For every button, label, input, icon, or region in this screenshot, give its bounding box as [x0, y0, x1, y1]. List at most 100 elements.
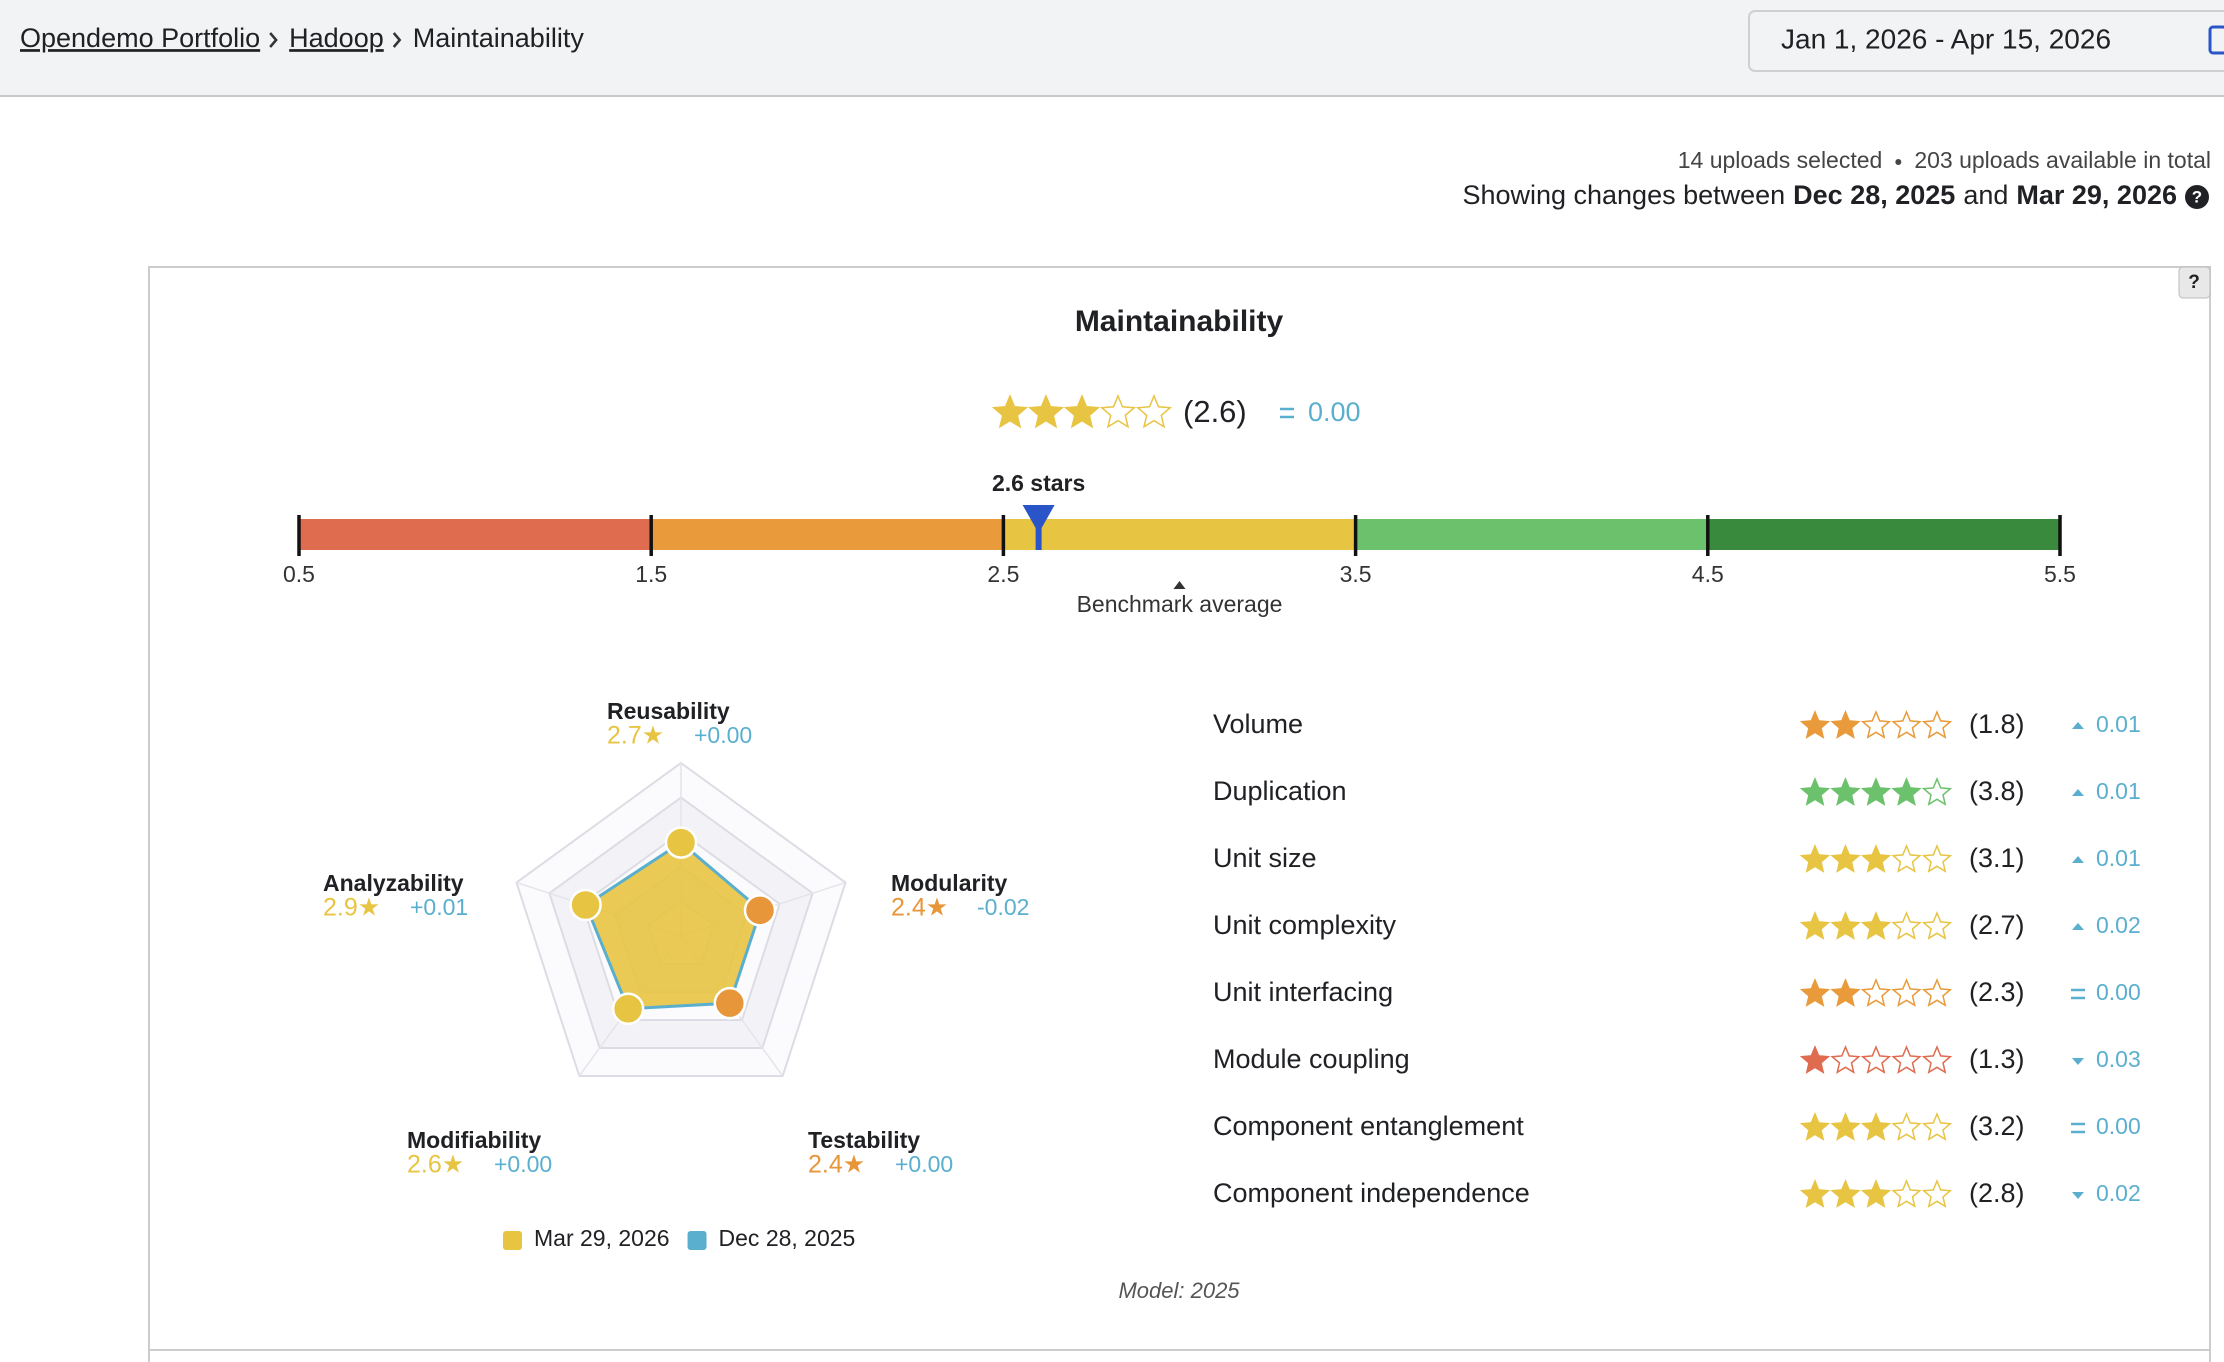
overall-rating: (2.6) — [1183, 394, 1247, 429]
star-empty — [1860, 1045, 1892, 1074]
radar-delta-label: +0.00 — [694, 722, 752, 748]
star-empty — [1099, 394, 1137, 429]
star-filled — [991, 394, 1029, 429]
star-empty — [1921, 1179, 1953, 1208]
scale-tick-label: 0.5 — [283, 561, 315, 587]
metric-rating: (2.7) — [1969, 910, 2025, 940]
star-filled — [1860, 1179, 1892, 1208]
metric-rating: (1.3) — [1969, 1044, 2025, 1074]
star-empty — [1830, 1045, 1861, 1074]
metric-rating: (3.2) — [1969, 1111, 2025, 1141]
radar-value-label: 2.7★ — [607, 722, 664, 750]
star-empty — [1891, 1112, 1922, 1141]
star-filled — [1830, 777, 1861, 806]
metric-name: Unit size — [1213, 843, 1317, 873]
star-filled — [1830, 710, 1861, 739]
star-empty — [1891, 844, 1922, 873]
radar-point — [743, 894, 777, 927]
calendar-icon[interactable] — [2208, 25, 2224, 55]
date-range[interactable]: Jan 1, 2026 - Apr 15, 2026 — [1781, 23, 2111, 54]
showing-part: and — [1963, 180, 2008, 210]
panel — [148, 266, 2211, 1362]
date-range-picker[interactable] — [1748, 10, 2224, 72]
star-empty — [1891, 1045, 1922, 1074]
metric-name: Component entanglement — [1213, 1111, 1524, 1141]
star-filled — [1830, 844, 1861, 873]
breadcrumb-link[interactable]: Hadoop — [289, 23, 384, 53]
breadcrumb-link[interactable]: Opendemo Portfolio — [20, 23, 260, 53]
metric-delta: 0.00 — [2096, 979, 2141, 1005]
star-filled — [1799, 911, 1831, 940]
legend-swatch — [503, 1231, 522, 1250]
scale-band — [1355, 519, 1708, 550]
separator-dot — [1895, 159, 1902, 165]
radar-delta-label: +0.01 — [410, 894, 468, 920]
star-filled — [1830, 978, 1861, 1007]
radar-delta-label: +0.00 — [895, 1151, 953, 1177]
panel-title: Maintainability — [1075, 305, 1284, 338]
radar-point — [713, 986, 747, 1020]
star-filled — [1860, 911, 1892, 940]
star-filled — [1860, 777, 1892, 806]
radar-value-label: 2.4★ — [808, 1151, 865, 1179]
star-filled — [1830, 1179, 1861, 1208]
star-empty — [1891, 710, 1922, 739]
radar-value-label: 2.6★ — [407, 1151, 464, 1179]
radar-point — [611, 992, 645, 1026]
showing-part: Showing changes between — [1462, 180, 1785, 210]
metric-rating: (3.1) — [1969, 843, 2025, 873]
benchmark-label: Benchmark average — [1077, 591, 1283, 617]
radar-axis-label: Testability — [808, 1127, 920, 1153]
legend-swatch — [687, 1231, 707, 1250]
star-empty — [1891, 911, 1922, 940]
benchmark-marker — [1173, 581, 1186, 589]
trend-down — [2072, 1058, 2084, 1065]
rating-marker — [1022, 505, 1055, 550]
metric-delta: 0.03 — [2096, 1046, 2141, 1072]
help-tab-text[interactable]: ? — [2188, 272, 2200, 293]
help-tab[interactable] — [2178, 266, 2211, 299]
star-filled — [1799, 777, 1831, 806]
legend-label: Dec 28, 2025 — [719, 1225, 856, 1251]
metric-name: Component independence — [1213, 1178, 1530, 1208]
radar-value-label: 2.9★ — [323, 894, 380, 922]
uploads-selected: 14 uploads selected — [1678, 147, 1883, 173]
metric-delta: 0.02 — [2096, 1180, 2141, 1206]
star-filled — [1830, 1112, 1861, 1141]
metric-name: Volume — [1213, 709, 1303, 739]
star-empty — [1921, 710, 1953, 739]
trend-up — [2072, 923, 2084, 930]
star-empty — [1921, 777, 1953, 806]
star-filled — [1799, 1045, 1831, 1074]
model-label: Model: 2025 — [1118, 1278, 1240, 1303]
help-icon-text[interactable]: ? — [2192, 187, 2202, 206]
star-filled — [1891, 777, 1922, 806]
scale-band — [299, 519, 652, 550]
help-icon[interactable] — [2185, 185, 2209, 209]
star-filled — [1799, 1112, 1831, 1141]
metric-name: Module coupling — [1213, 1044, 1410, 1074]
star-empty — [1891, 978, 1922, 1007]
breadcrumb-chevron — [269, 32, 278, 48]
scale-band — [1003, 519, 1356, 550]
radar-axis-label: Modifiability — [407, 1127, 541, 1153]
metric-delta: 0.02 — [2096, 912, 2141, 938]
star-filled — [1799, 978, 1831, 1007]
star-empty — [1921, 844, 1953, 873]
metric-name: Unit complexity — [1213, 910, 1397, 940]
trend-up — [2072, 856, 2084, 863]
metric-name: Unit interfacing — [1213, 977, 1393, 1007]
metric-delta: 0.01 — [2096, 778, 2141, 804]
star-empty — [1921, 1045, 1953, 1074]
metric-name: Duplication — [1213, 776, 1347, 806]
radar-axis-label: Modularity — [891, 870, 1007, 896]
rating-marker-label: 2.6 stars — [992, 470, 1085, 496]
uploads-total: 203 uploads available in total — [1914, 147, 2211, 173]
radar-delta-label: +0.00 — [494, 1151, 552, 1177]
metric-rating: (2.3) — [1969, 977, 2025, 1007]
scale-band — [651, 519, 1004, 550]
metric-rating: (3.8) — [1969, 776, 2025, 806]
star-empty — [1891, 1179, 1922, 1208]
star-filled — [1799, 710, 1831, 739]
star-empty — [1860, 978, 1892, 1007]
